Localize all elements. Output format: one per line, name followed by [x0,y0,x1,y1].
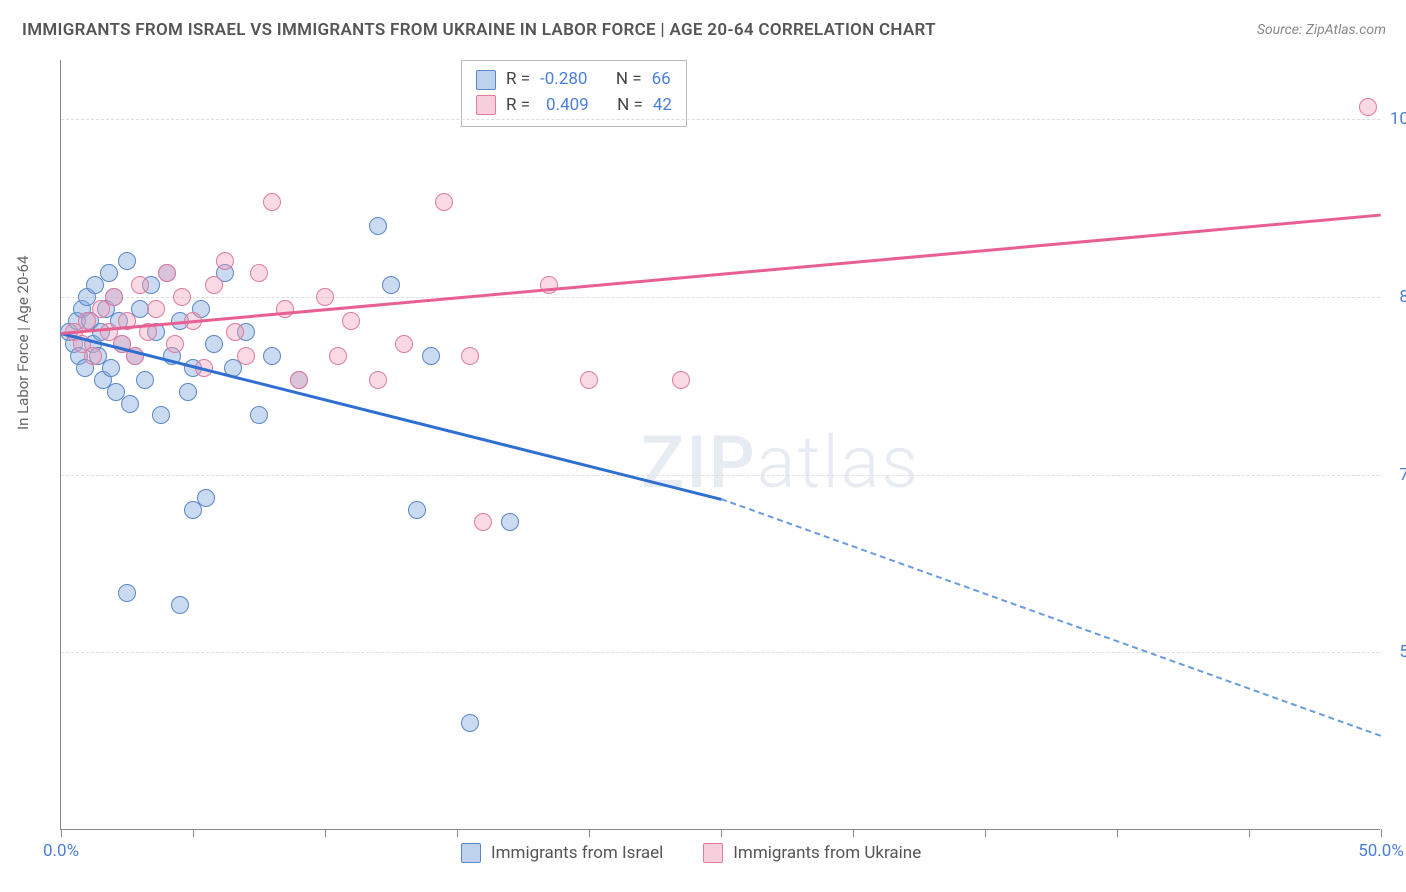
scatter-point-ukraine [205,276,223,294]
scatter-point-ukraine [226,323,244,341]
scatter-point-ukraine [1359,98,1377,116]
ytick-label: 55.0% [1399,642,1406,662]
scatter-point-ukraine [395,335,413,353]
scatter-point-ukraine [672,371,690,389]
ytick-label: 85.0% [1399,287,1406,307]
xtick [1381,829,1382,837]
xtick [1117,829,1118,837]
r-value-israel: -0.280 [540,67,587,93]
gridline-h [61,119,1380,120]
scatter-point-ukraine [316,288,334,306]
r-value-ukraine: 0.409 [540,93,589,119]
scatter-point-ukraine [131,276,149,294]
plot-area: ZIPatlas R = -0.280 N = 66 R = 0.409 N =… [60,60,1380,830]
scatter-point-israel [102,359,120,377]
xtick [457,829,458,837]
ytick-label: 70.0% [1399,465,1406,485]
bottom-legend: Immigrants from Israel Immigrants from U… [461,843,921,863]
scatter-point-ukraine [329,347,347,365]
watermark: ZIPatlas [641,420,920,505]
xtick [985,829,986,837]
scatter-point-israel [179,383,197,401]
xtick-label: 50.0% [1358,841,1404,861]
scatter-point-israel [152,406,170,424]
source-label: Source: ZipAtlas.com [1257,22,1386,38]
n-label: N = [616,67,642,93]
legend-label-israel: Immigrants from Israel [491,843,663,863]
scatter-point-israel [422,347,440,365]
scatter-point-ukraine [474,513,492,531]
scatter-point-ukraine [105,288,123,306]
xtick [61,829,62,837]
scatter-point-israel [118,584,136,602]
scatter-point-ukraine [173,288,191,306]
n-value-ukraine: 42 [653,93,672,119]
legend-row-israel: R = -0.280 N = 66 [476,67,672,93]
scatter-point-ukraine [147,300,165,318]
scatter-point-ukraine [461,347,479,365]
xtick [721,829,722,837]
swatch-ukraine-icon [703,843,723,863]
scatter-point-ukraine [276,300,294,318]
n-value-israel: 66 [652,67,671,93]
scatter-point-israel [118,252,136,270]
ytick-label: 100.0% [1390,109,1406,129]
scatter-point-ukraine [158,264,176,282]
scatter-point-israel [171,596,189,614]
scatter-point-ukraine [263,193,281,211]
scatter-point-ukraine [250,264,268,282]
scatter-point-israel [461,714,479,732]
swatch-israel [476,70,496,90]
scatter-point-ukraine [84,347,102,365]
watermark-light: atlas [757,420,920,505]
trendline-israel-dashed [721,498,1382,737]
scatter-point-israel [250,406,268,424]
legend-label-ukraine: Immigrants from Ukraine [733,843,921,863]
chart-container: IMMIGRANTS FROM ISRAEL VS IMMIGRANTS FRO… [0,0,1406,892]
xtick [1249,829,1250,837]
scatter-point-israel [100,264,118,282]
scatter-point-ukraine [580,371,598,389]
correlation-legend: R = -0.280 N = 66 R = 0.409 N = 42 [461,60,687,127]
gridline-h [61,475,1380,476]
chart-title: IMMIGRANTS FROM ISRAEL VS IMMIGRANTS FRO… [22,20,936,40]
gridline-h [61,297,1380,298]
r-label: R = [506,93,530,119]
scatter-point-ukraine [290,371,308,389]
scatter-point-israel [184,501,202,519]
scatter-point-ukraine [435,193,453,211]
xtick [853,829,854,837]
swatch-israel-icon [461,843,481,863]
scatter-point-israel [501,513,519,531]
scatter-point-ukraine [369,371,387,389]
legend-row-ukraine: R = 0.409 N = 42 [476,93,672,119]
scatter-point-israel [369,217,387,235]
xtick [325,829,326,837]
scatter-point-israel [205,335,223,353]
scatter-point-israel [136,371,154,389]
scatter-point-israel [408,501,426,519]
scatter-point-israel [382,276,400,294]
legend-item-israel: Immigrants from Israel [461,843,663,863]
swatch-ukraine [476,95,496,115]
n-label: N = [617,93,643,119]
xtick [193,829,194,837]
scatter-point-ukraine [540,276,558,294]
y-axis-label: In Labor Force | Age 20-64 [14,256,32,430]
scatter-point-israel [263,347,281,365]
xtick-label: 0.0% [43,841,79,861]
scatter-point-ukraine [216,252,234,270]
scatter-point-ukraine [237,347,255,365]
r-label: R = [506,67,530,93]
scatter-point-ukraine [166,335,184,353]
gridline-h [61,652,1380,653]
scatter-point-israel [121,395,139,413]
xtick [589,829,590,837]
scatter-point-ukraine [342,312,360,330]
legend-item-ukraine: Immigrants from Ukraine [703,843,921,863]
